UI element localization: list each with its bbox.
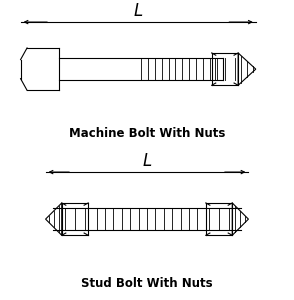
Text: $L$: $L$ xyxy=(142,152,152,170)
Text: Stud Bolt With Nuts: Stud Bolt With Nuts xyxy=(81,277,213,290)
Text: Machine Bolt With Nuts: Machine Bolt With Nuts xyxy=(69,127,225,140)
Text: $L$: $L$ xyxy=(133,2,143,20)
